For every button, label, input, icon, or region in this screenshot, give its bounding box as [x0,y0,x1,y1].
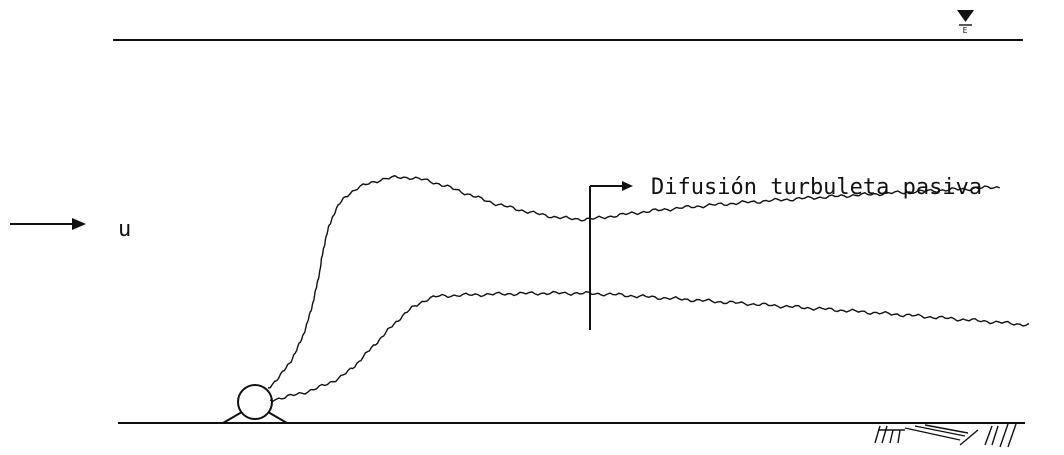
source [237,384,273,420]
source-support [222,411,288,424]
region-label: Difusión turbuleta pasiva [651,175,982,200]
plume-upper [267,174,1000,389]
flow-label: u [118,217,131,242]
flow-arrowhead [72,218,86,230]
surface-symbol [957,10,974,22]
region-arrowhead [622,181,633,191]
plume-lower [269,290,1030,402]
bottom-hatch [874,423,1017,448]
surface-label: E [963,26,968,35]
